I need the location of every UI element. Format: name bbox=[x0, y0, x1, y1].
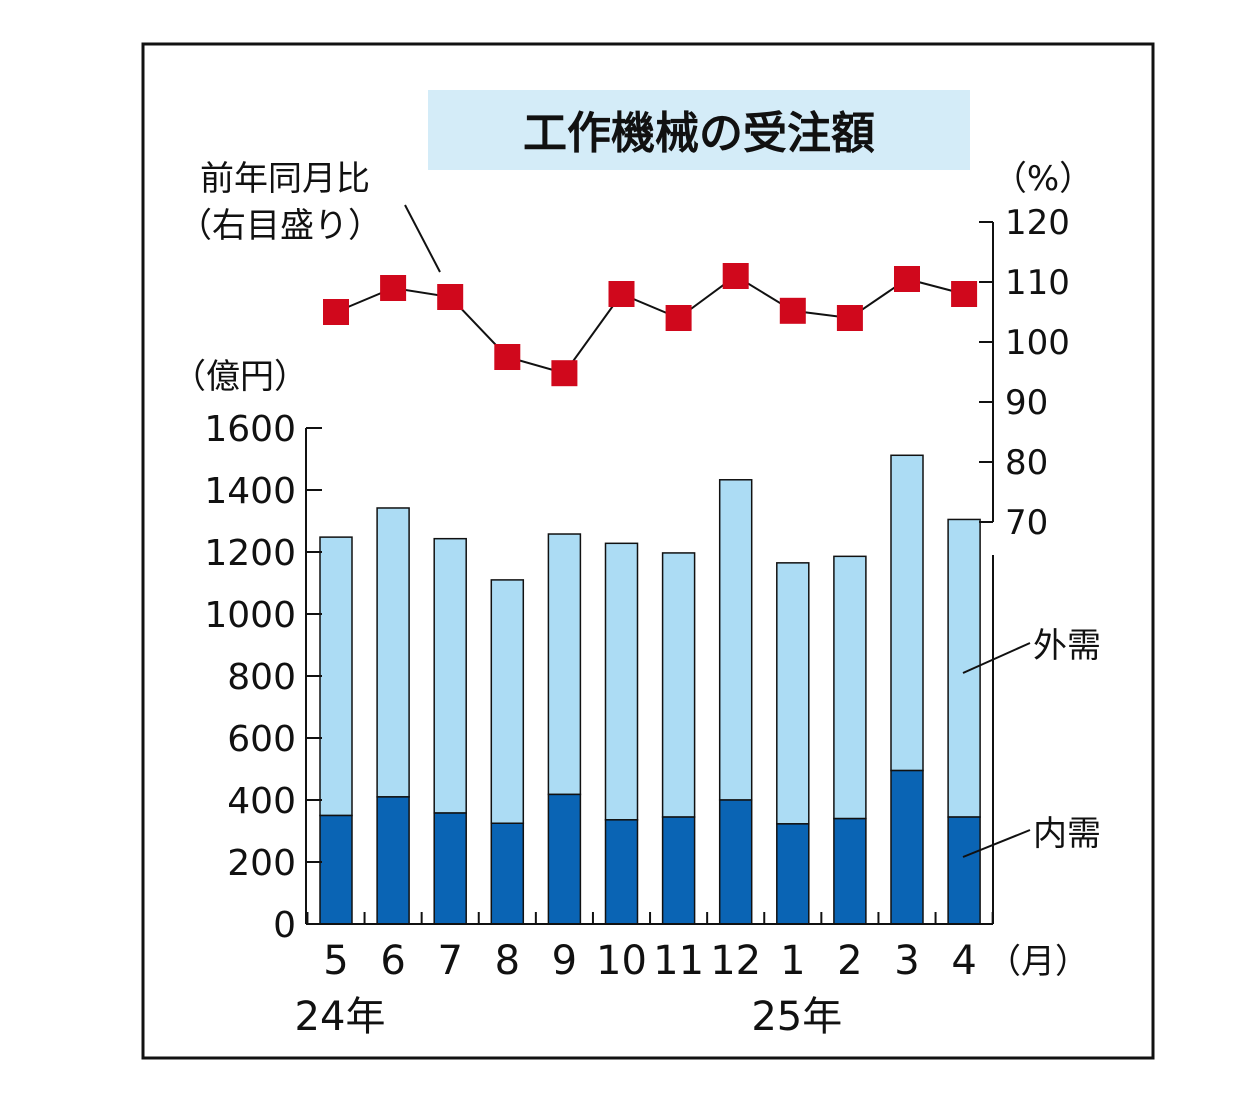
yoy-marker bbox=[551, 360, 578, 387]
line-series-axis-note: （右目盛り） bbox=[178, 206, 382, 246]
bar-inner-demand bbox=[433, 812, 467, 925]
bar-inner-demand bbox=[947, 816, 981, 925]
right-axis-unit: （%） bbox=[993, 159, 1093, 199]
legend-outer-demand: 外需 bbox=[1033, 626, 1101, 666]
bar-inner-demand bbox=[547, 793, 582, 925]
year-label: 25年 bbox=[751, 994, 842, 1040]
left-axis-tick-label: 0 bbox=[273, 905, 296, 946]
left-axis-tick-label: 1600 bbox=[204, 409, 296, 450]
x-axis-tick-label: 11 bbox=[653, 938, 704, 984]
x-axis-tick-label: 4 bbox=[951, 938, 976, 984]
left-axis-unit: （億円） bbox=[172, 357, 308, 397]
yoy-marker bbox=[951, 281, 978, 307]
bar-inner-demand bbox=[490, 822, 525, 925]
right-axis-tick-label: 90 bbox=[1005, 383, 1048, 423]
x-axis-tick-label: 8 bbox=[495, 938, 520, 984]
bar-outer-demand bbox=[776, 562, 810, 825]
bar-outer-demand bbox=[319, 536, 353, 817]
line-series-layer bbox=[323, 263, 978, 387]
bar-outer-demand bbox=[718, 479, 753, 801]
line-series-leader bbox=[404, 204, 441, 273]
yoy-marker bbox=[894, 266, 920, 292]
x-axis-tick-label: 2 bbox=[837, 938, 862, 984]
x-axis-tick-label: 10 bbox=[596, 938, 647, 984]
yoy-marker bbox=[665, 305, 692, 331]
inner-legend-leader bbox=[962, 829, 1031, 858]
left-axis-tick-label: 800 bbox=[227, 657, 296, 698]
x-axis-tick-label: 5 bbox=[323, 938, 348, 984]
yoy-marker bbox=[722, 263, 749, 289]
right-axis-tick-label: 70 bbox=[1005, 503, 1048, 543]
year-label: 24年 bbox=[295, 994, 386, 1040]
bars-layer bbox=[319, 454, 981, 925]
bar-outer-demand bbox=[490, 579, 525, 825]
yoy-marker bbox=[608, 281, 635, 307]
x-axis-tick-label: 6 bbox=[380, 938, 405, 984]
left-axis-tick-label: 1000 bbox=[204, 595, 296, 636]
bar-inner-demand bbox=[376, 796, 410, 925]
left-axis-tick-label: 600 bbox=[227, 719, 296, 760]
yoy-marker bbox=[323, 299, 349, 325]
bar-inner-demand bbox=[604, 819, 639, 925]
title-background bbox=[428, 90, 970, 170]
bar-outer-demand bbox=[833, 555, 867, 820]
x-axis-tick-label: 3 bbox=[894, 938, 919, 984]
left-axis-tick-label: 1400 bbox=[204, 471, 296, 512]
outer-legend-leader bbox=[962, 642, 1031, 674]
bar-outer-demand bbox=[433, 537, 467, 814]
legend-inner-demand: 内需 bbox=[1033, 814, 1101, 854]
right-axis-tick-label: 80 bbox=[1005, 443, 1048, 483]
right-axis-tick-label: 100 bbox=[1005, 323, 1070, 363]
bar-inner-demand bbox=[319, 814, 353, 925]
right-axis: 70 80 90 100 110 120 bbox=[979, 203, 1070, 924]
chart-title: 工作機械の受注額 bbox=[523, 108, 875, 159]
yoy-marker bbox=[380, 275, 407, 301]
right-axis-tick-label: 110 bbox=[1005, 263, 1070, 303]
yoy-marker bbox=[437, 284, 464, 310]
left-axis-tick-label: 1200 bbox=[204, 533, 296, 574]
bar-outer-demand bbox=[890, 454, 924, 772]
bar-inner-demand bbox=[776, 823, 810, 925]
x-axis-tick-label: 9 bbox=[552, 938, 577, 984]
x-axis-tick-label: 12 bbox=[710, 938, 761, 984]
left-axis-tick-label: 400 bbox=[227, 781, 296, 822]
bar-outer-demand bbox=[661, 552, 696, 818]
yoy-marker bbox=[494, 344, 521, 370]
bar-inner-demand bbox=[890, 769, 924, 925]
x-axis-tick-label: 1 bbox=[780, 938, 805, 984]
bar-inner-demand bbox=[833, 817, 867, 925]
bar-outer-demand bbox=[376, 507, 410, 798]
left-axis-tick-label: 200 bbox=[227, 843, 296, 884]
bar-outer-demand bbox=[547, 533, 582, 796]
right-axis-tick-label: 120 bbox=[1005, 203, 1070, 243]
bar-inner-demand bbox=[661, 816, 696, 925]
x-axis-tick-label: 7 bbox=[437, 938, 462, 984]
yoy-marker bbox=[836, 305, 863, 331]
bar-outer-demand bbox=[604, 542, 639, 821]
x-axis-unit: （月） bbox=[987, 942, 1089, 982]
left-axis: 0 200 400 600 800 1000 1200 1400 1600 bbox=[204, 409, 322, 946]
bar-inner-demand bbox=[718, 799, 753, 925]
line-series-label: 前年同月比 bbox=[200, 159, 370, 199]
yoy-marker bbox=[779, 297, 806, 324]
